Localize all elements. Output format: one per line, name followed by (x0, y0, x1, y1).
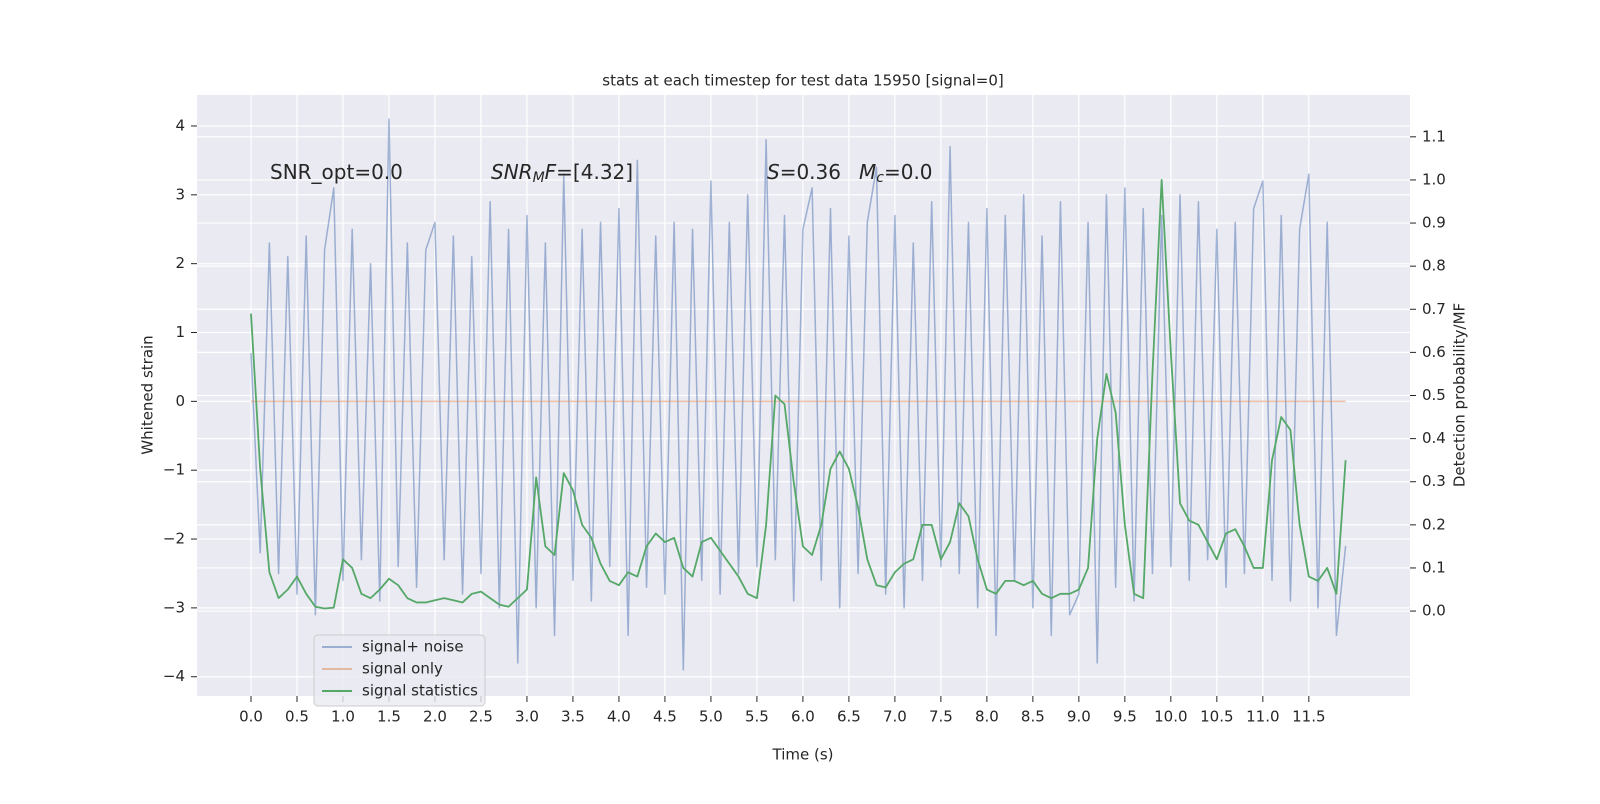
x-tick-label: 10.5 (1200, 708, 1233, 726)
legend-box (313, 634, 486, 707)
annotation-part: SNR (491, 160, 533, 184)
y-tick-label: 3 (175, 185, 185, 203)
x-tick-label: 8.0 (975, 708, 999, 726)
annotation-part: SNR_opt=0.0 (270, 160, 403, 184)
annotation-part: M (533, 170, 545, 186)
x-tick-label: 5.5 (745, 708, 769, 726)
annotation: S=0.36 (767, 160, 841, 184)
y2-axis-label: Detection probability/MF (1451, 303, 1469, 487)
x-tick-label: 9.5 (1113, 708, 1137, 726)
y-tick-label: 4 (175, 116, 185, 134)
y2-tick-label: 0.8 (1422, 257, 1446, 275)
legend-label: signal only (362, 660, 443, 678)
y2-tick-label: 0.6 (1422, 343, 1446, 361)
y2-tick-label: 1.0 (1422, 170, 1446, 188)
series-line (250, 118, 1347, 671)
x-tick-label: 7.5 (929, 708, 953, 726)
marks (250, 118, 1347, 671)
x-tick-label: 11.5 (1292, 708, 1325, 726)
x-tick-label: 2.5 (469, 708, 493, 726)
labels: 0.0 0.5 1.0 1.5 2.0 2.5 3.0 3.5 4.0 4.5 5.0 5.5 6.0 6… (163, 116, 1446, 725)
x-tick-label: 11.0 (1246, 708, 1279, 726)
x-tick-label: 0.0 (239, 708, 263, 726)
x-axis-label: Time (s) (772, 746, 834, 764)
annotation-part: c (876, 170, 884, 186)
x-tick-label: 6.0 (791, 708, 815, 726)
y-tick-label: −3 (163, 598, 185, 616)
x-tick-label: 7.0 (883, 708, 907, 726)
x-tick-label: 4.5 (653, 708, 677, 726)
x-tick-label: 10.0 (1154, 708, 1187, 726)
chart-title: stats at each timestep for test data 159… (602, 72, 1003, 90)
y2-tick-label: 0.1 (1422, 558, 1446, 576)
y-tick-label: −2 (163, 530, 185, 548)
x-tick-label: 3.0 (515, 708, 539, 726)
y2-tick-label: 0.0 (1422, 602, 1446, 620)
legend-label: signal statistics (362, 682, 478, 700)
annotation-part: =0.0 (884, 160, 933, 184)
y2-tick-label: 0.5 (1422, 386, 1446, 404)
y2-tick-label: 0.7 (1422, 300, 1446, 318)
y2-tick-label: 1.1 (1422, 127, 1446, 145)
x-tick-label: 1.0 (331, 708, 355, 726)
y-axis-label: Whitened strain (139, 335, 157, 454)
x-tick-label: 2.0 (423, 708, 447, 726)
annotation: SNRMF=[4.32] (491, 160, 633, 187)
y-tick-label: 0 (175, 392, 185, 410)
x-tick-label: 4.0 (607, 708, 631, 726)
annotation-part: F (545, 160, 557, 184)
x-tick-label: 9.0 (1067, 708, 1091, 726)
annotation: SNR_opt=0.0 (270, 160, 403, 184)
x-tick-label: 0.5 (285, 708, 309, 726)
y2-tick-label: 0.3 (1422, 472, 1446, 490)
y-tick-label: 2 (175, 254, 185, 272)
y2-tick-label: 0.4 (1422, 429, 1446, 447)
x-tick-label: 6.5 (837, 708, 861, 726)
grid (197, 95, 1410, 696)
legend-label: signal+ noise (362, 638, 464, 656)
annotation: Mc=0.0 (859, 160, 933, 187)
y-tick-label: −4 (163, 667, 185, 685)
annotation-part: =[4.32] (556, 160, 633, 184)
annotation-part: S (767, 160, 780, 184)
y2-tick-label: 0.9 (1422, 214, 1446, 232)
x-tick-label: 8.5 (1021, 708, 1045, 726)
x-tick-label: 1.5 (377, 708, 401, 726)
y-tick-label: 1 (175, 323, 185, 341)
y-tick-label: −1 (163, 461, 185, 479)
annotation-part: =0.36 (780, 160, 841, 184)
x-tick-label: 5.0 (699, 708, 723, 726)
annotation-part: M (859, 160, 876, 184)
y2-tick-label: 0.2 (1422, 515, 1446, 533)
series-line (250, 179, 1347, 610)
x-tick-label: 3.5 (561, 708, 585, 726)
